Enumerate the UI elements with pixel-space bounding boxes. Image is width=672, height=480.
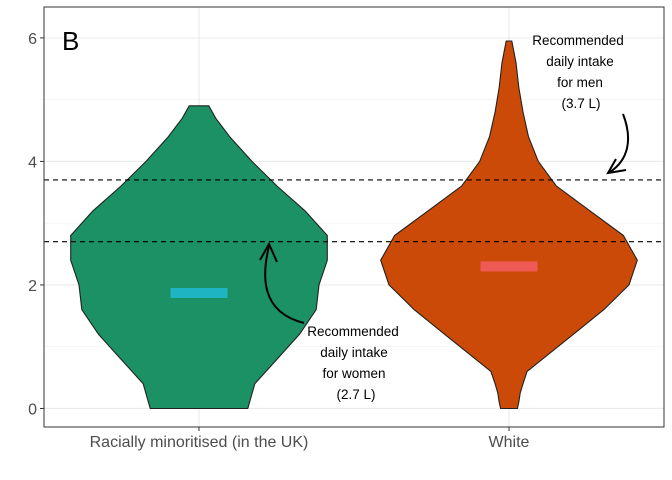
reference-lines [44,179,664,243]
y-axis: 0 2 4 6 [28,31,44,418]
x-tick-label: White [489,434,530,451]
x-tick-label: Racially minoritised (in the UK) [90,434,309,451]
panel-border [43,6,665,428]
annotation-women-arrowhead [259,241,278,263]
panel-tag: B [62,26,79,56]
y-tick-label: 2 [28,278,37,295]
x-axis: Racially minoritised (in the UK) White [90,427,530,451]
annotation-women-line: Recommended [307,324,399,339]
y-tick-label: 0 [28,401,37,418]
violin-racially-minoritised [70,105,328,410]
y-tick-label: 4 [28,154,37,171]
annotation-men-arrowhead [606,158,627,175]
y-tick-label: 6 [28,31,37,48]
annotation-men: Recommended daily intake for men (3.7 L) [532,33,630,175]
median-bars [170,261,538,298]
violin-white [380,40,638,410]
annotation-men-arrow [609,113,630,173]
annotation-women: Recommended daily intake for women (2.7 … [259,241,399,402]
annotation-men-line: daily intake [546,54,614,69]
annotation-women-line: (2.7 L) [336,387,375,402]
annotation-men-line: for men [557,75,603,90]
annotation-men-line: (3.7 L) [561,96,600,111]
violins [70,40,638,410]
annotation-women-line: for women [322,366,385,381]
annotation-women-line: daily intake [320,345,388,360]
median-bar [480,261,538,272]
annotation-women-arrow [264,245,305,324]
annotation-men-line: Recommended [532,33,624,48]
median-bar [170,287,228,298]
